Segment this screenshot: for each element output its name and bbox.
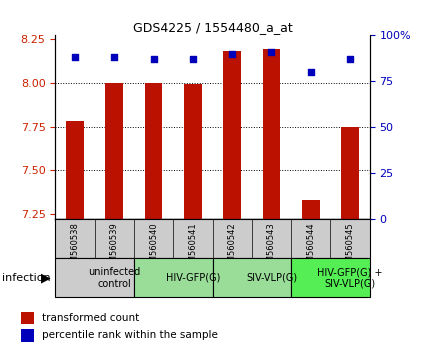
Text: infection: infection xyxy=(2,273,51,283)
Point xyxy=(111,55,118,60)
Bar xyxy=(66,121,84,219)
Point xyxy=(71,55,78,60)
Text: HIV-GFP(G): HIV-GFP(G) xyxy=(166,273,220,283)
Text: GSM560538: GSM560538 xyxy=(71,223,79,274)
Bar xyxy=(55,258,134,297)
Point xyxy=(190,57,196,62)
Bar xyxy=(212,258,291,297)
Text: GSM560543: GSM560543 xyxy=(267,223,276,273)
Bar xyxy=(21,329,34,342)
Text: GSM560539: GSM560539 xyxy=(110,223,119,273)
Point xyxy=(150,57,157,62)
Text: HIV-GFP(G) +
SIV-VLP(G): HIV-GFP(G) + SIV-VLP(G) xyxy=(317,267,383,289)
Bar xyxy=(144,83,162,219)
Point xyxy=(307,69,314,75)
Bar xyxy=(134,258,212,297)
Bar xyxy=(341,127,359,219)
Bar xyxy=(21,312,34,324)
Text: GSM560544: GSM560544 xyxy=(306,223,315,273)
Point xyxy=(347,57,354,62)
Text: GSM560540: GSM560540 xyxy=(149,223,158,273)
Text: transformed count: transformed count xyxy=(42,313,140,323)
Text: percentile rank within the sample: percentile rank within the sample xyxy=(42,330,218,340)
Text: SIV-VLP(G): SIV-VLP(G) xyxy=(246,273,297,283)
Bar xyxy=(184,85,202,219)
Bar xyxy=(105,83,123,219)
Bar xyxy=(223,51,241,219)
Point xyxy=(268,49,275,55)
Bar xyxy=(302,200,320,219)
Bar xyxy=(291,258,370,297)
Text: GSM560545: GSM560545 xyxy=(346,223,354,273)
Title: GDS4225 / 1554480_a_at: GDS4225 / 1554480_a_at xyxy=(133,21,292,34)
Bar xyxy=(263,50,280,219)
Text: ▶: ▶ xyxy=(40,272,50,284)
Text: uninfected
control: uninfected control xyxy=(88,267,140,289)
Point xyxy=(229,51,235,57)
Text: GSM560541: GSM560541 xyxy=(188,223,197,273)
Text: GSM560542: GSM560542 xyxy=(228,223,237,273)
